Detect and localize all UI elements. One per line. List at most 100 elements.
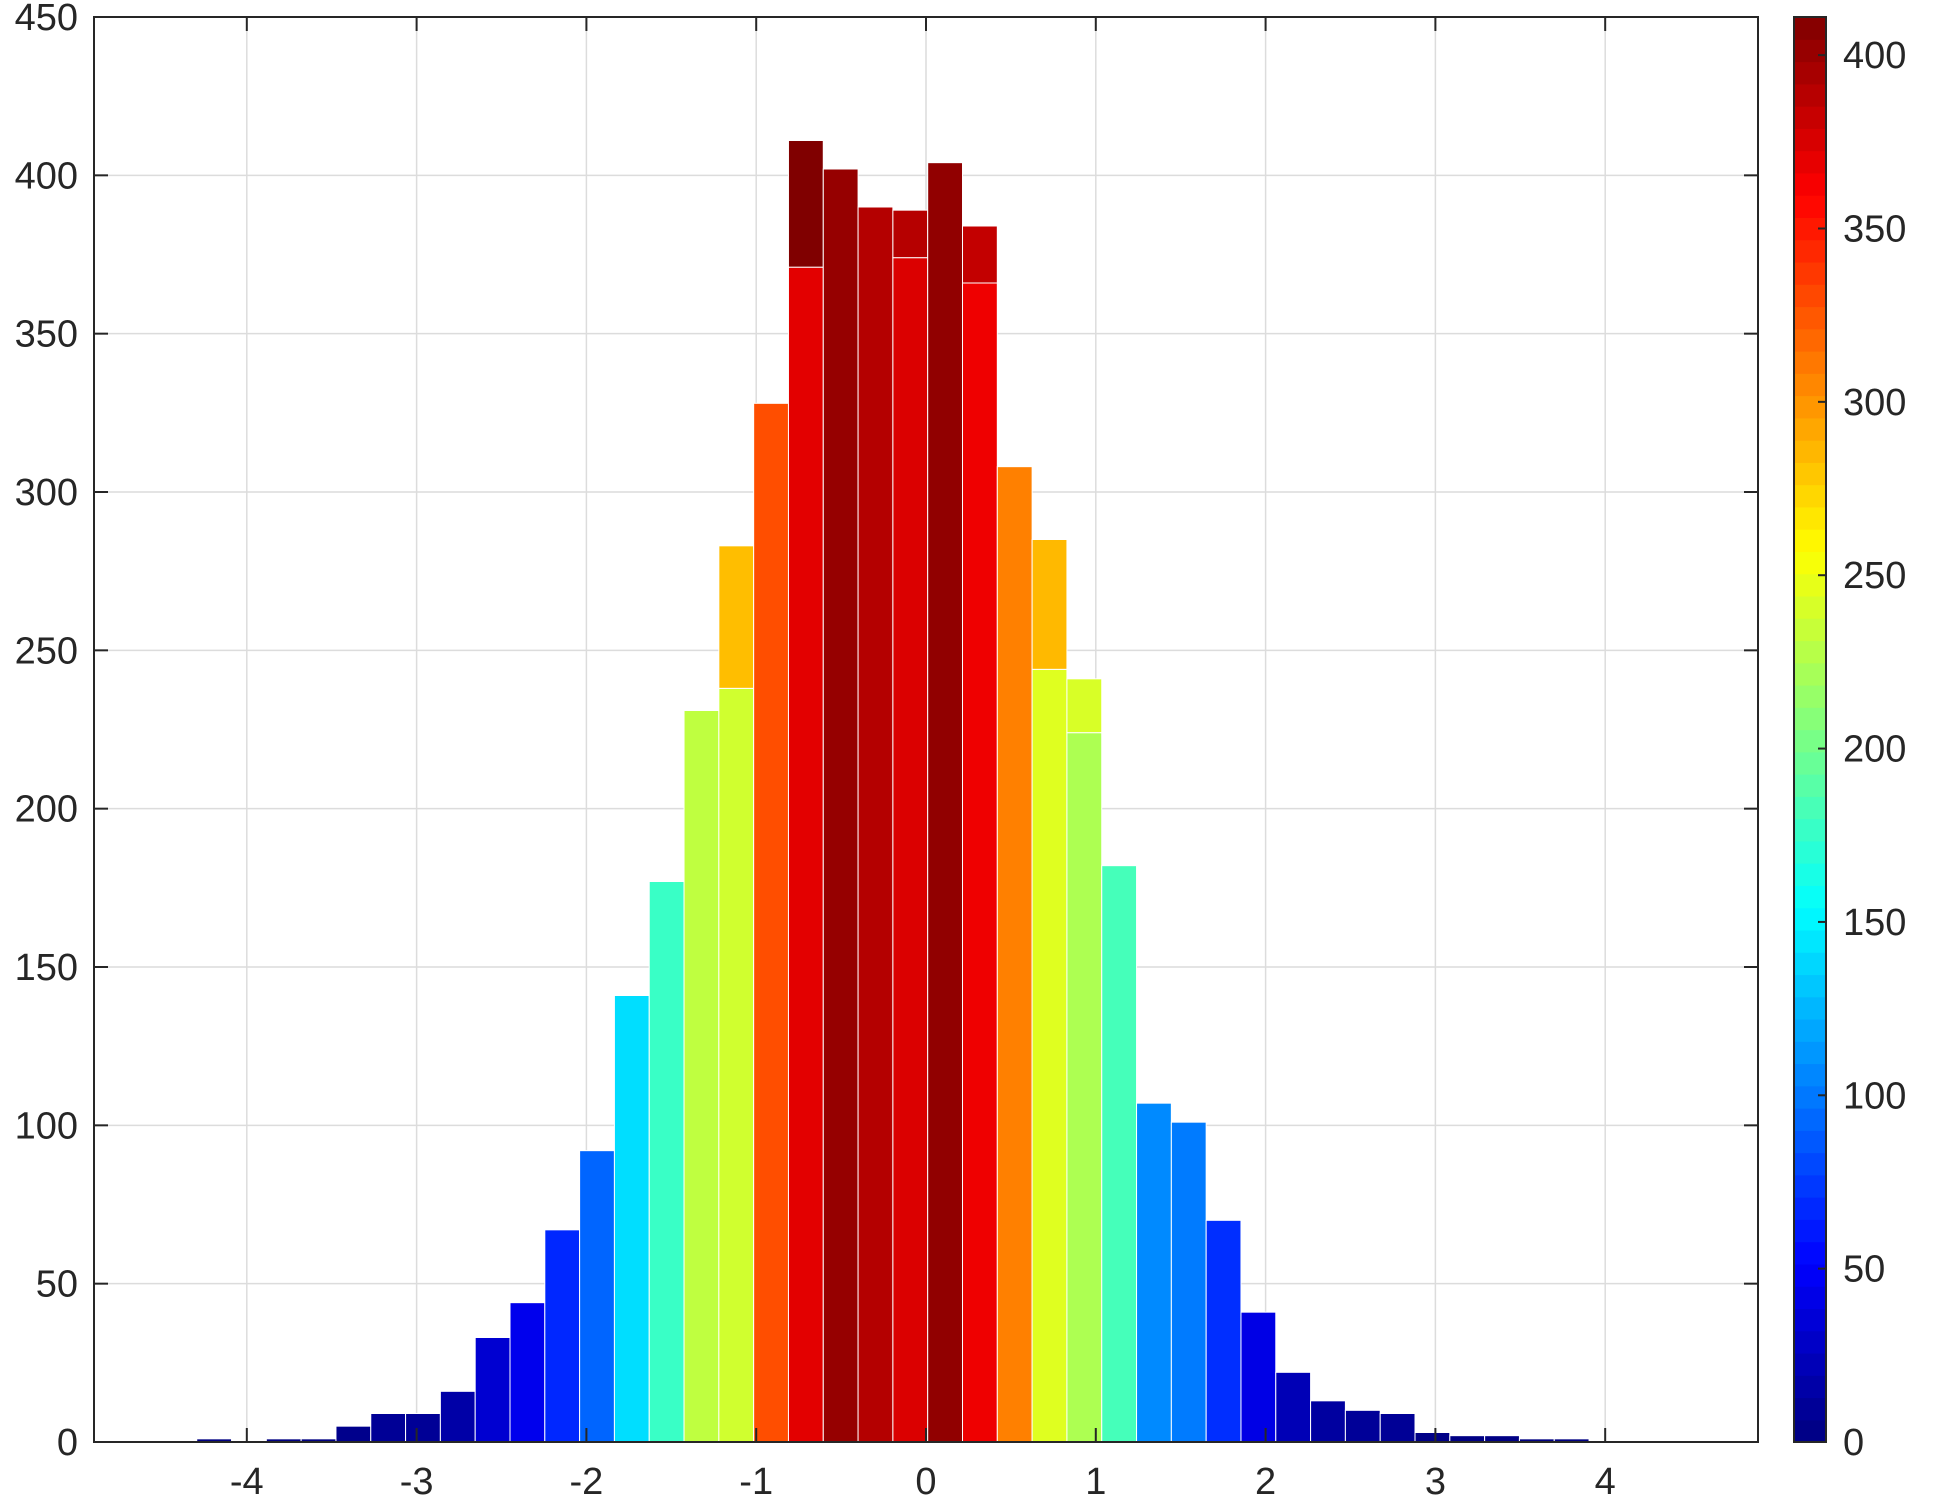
colorbar-segment: [1794, 1330, 1826, 1354]
histogram-bar: [787, 266, 824, 1443]
colorbar-segment: [1794, 774, 1826, 797]
histogram-bar: [996, 466, 1033, 1443]
colorbar-segment: [1794, 128, 1826, 152]
colorbar-segment: [1794, 907, 1826, 931]
colorbar-segment: [1794, 395, 1826, 419]
colorbar-segment: [1794, 1197, 1826, 1220]
y-tick-label: 100: [15, 1105, 78, 1147]
colorbar-tick-label: 400: [1843, 35, 1906, 77]
colorbar-segment: [1794, 417, 1826, 441]
colorbar-segment: [1794, 306, 1826, 330]
histogram-bar: [1414, 1432, 1451, 1443]
colorbar-segment: [1794, 573, 1826, 597]
colorbar-segment: [1794, 1286, 1826, 1310]
colorbar-segment: [1794, 284, 1826, 308]
colorbar-segment: [1794, 328, 1826, 352]
colorbar-segment: [1794, 239, 1826, 263]
colorbar-segment: [1794, 618, 1826, 642]
y-tick-label: 50: [36, 1264, 78, 1306]
y-tick-label: 200: [15, 789, 78, 831]
colorbar-segment: [1794, 1241, 1826, 1265]
colorbar-segment: [1794, 83, 1826, 107]
histogram-bar: [892, 257, 929, 1443]
colorbar-segment: [1794, 662, 1826, 686]
colorbar-segment: [1794, 17, 1826, 40]
y-axis-ticks: 0 50 100 150 200 250 300 350 400 450: [15, 0, 1758, 1464]
x-tick-label: -1: [739, 1461, 773, 1503]
y-tick-label: 300: [15, 472, 78, 514]
histogram-bar: [439, 1390, 476, 1443]
colorbar-segment: [1794, 1018, 1826, 1042]
colorbar-segment: [1794, 840, 1826, 864]
colorbar-segment: [1794, 373, 1826, 397]
colorbar-segment: [1794, 1397, 1826, 1421]
x-tick-label: 4: [1595, 1461, 1616, 1503]
colorbar-tick-label: 150: [1843, 902, 1906, 944]
histogram-bar: [335, 1425, 372, 1443]
colorbar-segment: [1794, 484, 1826, 508]
histogram-bar: [474, 1337, 511, 1443]
colorbar-segment: [1794, 217, 1826, 241]
colorbar-segment: [1794, 1263, 1826, 1287]
x-tick-label: -4: [230, 1461, 264, 1503]
histogram-bar: [683, 710, 720, 1443]
histogram-bars: [196, 140, 1590, 1443]
histogram-bar-top: [962, 225, 998, 284]
colorbar-tick-label: 200: [1843, 729, 1906, 771]
colorbar-segment: [1794, 61, 1826, 85]
histogram-bar: [1101, 865, 1138, 1443]
colorbar-segment: [1794, 1085, 1826, 1109]
y-tick-label: 450: [15, 0, 78, 39]
y-tick-label: 250: [15, 630, 78, 672]
colorbar-segment: [1794, 729, 1826, 753]
colorbar-segment: [1794, 1375, 1826, 1399]
colorbar-segment: [1794, 595, 1826, 619]
colorbar-segment: [1794, 172, 1826, 196]
colorbar-segment: [1794, 796, 1826, 820]
colorbar-segment: [1794, 1352, 1826, 1376]
histogram-bar: [753, 402, 789, 1443]
colorbar-tick-label: 250: [1843, 555, 1906, 597]
y-tick-label: 350: [15, 314, 78, 356]
x-tick-label: 2: [1255, 1461, 1276, 1503]
histogram-bar: [962, 282, 998, 1443]
histogram-bar: [1205, 1219, 1242, 1443]
colorbar-segment: [1794, 1152, 1826, 1176]
colorbar-segment: [1794, 684, 1826, 708]
colorbar-tick-label: 100: [1843, 1075, 1906, 1117]
colorbar-segment: [1794, 751, 1826, 775]
y-tick-label: 0: [57, 1422, 78, 1464]
colorbar-tick-label: 350: [1843, 208, 1906, 250]
colorbar-segment: [1794, 929, 1826, 953]
colorbar-tick-label: 50: [1843, 1249, 1885, 1291]
histogram-bar: [405, 1413, 441, 1443]
colorbar-segment: [1794, 261, 1826, 285]
colorbar-segment: [1794, 39, 1826, 63]
colorbar-segment: [1794, 106, 1826, 129]
colorbar-segment: [1794, 1108, 1826, 1131]
histogram-bar: [1344, 1409, 1381, 1443]
histogram-bar: [509, 1302, 546, 1443]
colorbar-segment: [1794, 1041, 1826, 1065]
histogram-bar-top: [1031, 539, 1068, 670]
colorbar-segment: [1794, 952, 1826, 976]
colorbar-segment: [1794, 1308, 1826, 1332]
histogram-bar: [1275, 1371, 1312, 1443]
histogram-bar: [1066, 732, 1103, 1443]
histogram-bar: [613, 995, 650, 1443]
x-tick-label: 3: [1425, 1461, 1446, 1503]
histogram-bar-top: [892, 209, 929, 259]
colorbar-segment: [1794, 195, 1826, 218]
histogram-bar: [1136, 1102, 1172, 1443]
histogram-bar: [579, 1150, 615, 1443]
histogram-bar: [1240, 1311, 1277, 1443]
histogram-bar: [857, 206, 894, 1443]
colorbar-segment: [1794, 1419, 1826, 1443]
x-tick-label: 0: [915, 1461, 936, 1503]
x-tick-label: -2: [570, 1461, 604, 1503]
colorbar: 0 50 100 150 200 250 300 350 400: [1793, 16, 1906, 1464]
histogram-bar: [1031, 668, 1068, 1443]
colorbar-segment: [1794, 1174, 1826, 1198]
colorbar-segment: [1794, 440, 1826, 463]
